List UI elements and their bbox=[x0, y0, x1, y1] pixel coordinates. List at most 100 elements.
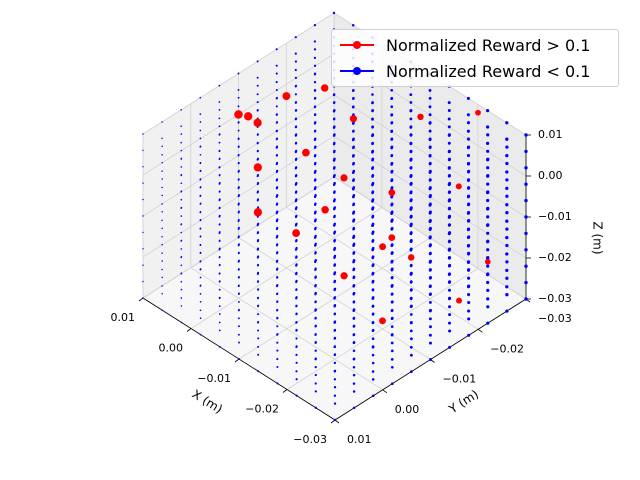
scatter-point-low bbox=[218, 206, 221, 209]
scatter-point-low bbox=[466, 113, 470, 117]
scatter-point-low bbox=[294, 117, 298, 120]
scatter-point-low bbox=[256, 60, 259, 63]
scatter-point-low bbox=[276, 325, 279, 328]
scatter-point-low bbox=[428, 138, 432, 142]
legend: Normalized Reward > 0.1 Normalized Rewar… bbox=[331, 29, 619, 87]
x-tick bbox=[282, 389, 288, 393]
scatter-point-low bbox=[333, 223, 336, 226]
scatter-point-low bbox=[237, 268, 240, 271]
scatter-point-low bbox=[524, 215, 528, 219]
scatter-point-low bbox=[142, 280, 144, 283]
scatter-point-low bbox=[180, 248, 183, 250]
legend-label-low: Normalized Reward < 0.1 bbox=[386, 61, 591, 81]
scatter-point-high bbox=[234, 110, 243, 119]
scatter-point-low bbox=[467, 218, 471, 223]
scatter-point-high bbox=[244, 112, 253, 121]
scatter-point-low bbox=[314, 194, 317, 197]
scatter-point-low bbox=[409, 109, 413, 112]
scatter-point-low bbox=[276, 161, 279, 164]
scatter-point-low bbox=[429, 194, 432, 197]
scatter-point-low bbox=[466, 96, 470, 100]
scatter-point-low bbox=[524, 149, 528, 154]
scatter-point-low bbox=[314, 349, 317, 352]
y-tick-label: 0.00 bbox=[395, 403, 420, 416]
scatter-point-low bbox=[218, 174, 221, 176]
scatter-point-low bbox=[467, 145, 471, 149]
z-axis-label: Z (m) bbox=[591, 221, 605, 254]
y-tick-label: −0.02 bbox=[490, 342, 524, 355]
scatter-point-low bbox=[257, 190, 259, 193]
scatter-point-low bbox=[180, 174, 183, 176]
scatter-point-low bbox=[276, 251, 279, 254]
scatter-point-low bbox=[352, 186, 356, 189]
scatter-point-low bbox=[428, 154, 432, 158]
scatter-point-low bbox=[467, 268, 471, 272]
scatter-point-low bbox=[333, 141, 336, 145]
scatter-point-low bbox=[333, 328, 337, 332]
scatter-point-low bbox=[390, 358, 394, 361]
scatter-point-low bbox=[199, 235, 202, 238]
scatter-point-low bbox=[429, 210, 432, 214]
scatter-point-low bbox=[333, 272, 336, 275]
tick-labels: 0.01 0.01 0.01 0.00 0.00 0.00 −0.01 −0.01 −0.01 −… bbox=[111, 128, 572, 446]
scatter-point-low bbox=[371, 141, 375, 145]
z-tick-label: 0.00 bbox=[538, 169, 563, 182]
scatter-point-low bbox=[142, 182, 144, 184]
scatter-point-low bbox=[333, 149, 336, 153]
scatter-point-low bbox=[313, 72, 317, 75]
scatter-point-low bbox=[238, 308, 240, 311]
scatter-point-low bbox=[142, 231, 144, 234]
scatter-point-high bbox=[302, 148, 310, 157]
y-tick bbox=[478, 328, 483, 333]
legend-item-high: Normalized Reward > 0.1 bbox=[338, 34, 590, 56]
scatter-point-low bbox=[333, 157, 336, 160]
scatter-point-low bbox=[314, 129, 317, 132]
scatter-point-low bbox=[390, 178, 394, 181]
x-tick-label: −0.01 bbox=[197, 372, 231, 385]
scatter-point-low bbox=[238, 243, 240, 246]
scatter-point-low bbox=[257, 304, 260, 307]
scatter-point-low bbox=[371, 353, 375, 357]
scatter-point-low bbox=[409, 329, 413, 333]
scatter-point-low bbox=[410, 370, 413, 373]
scatter-point-low bbox=[275, 113, 278, 116]
scatter-point-low bbox=[295, 157, 298, 160]
scatter-point-low bbox=[390, 341, 394, 345]
scatter-point-low bbox=[467, 300, 471, 305]
scatter-point-low bbox=[276, 210, 279, 213]
scatter-point-low bbox=[314, 406, 317, 409]
scatter-point-low bbox=[390, 145, 394, 149]
scatter-point-low bbox=[333, 305, 336, 308]
scatter-point-low bbox=[390, 251, 394, 254]
scatter-point-low bbox=[371, 297, 375, 300]
scatter-point-low bbox=[257, 321, 260, 323]
scatter-point-low bbox=[352, 300, 356, 303]
scatter-point-low bbox=[275, 137, 279, 140]
scatter-point-low bbox=[524, 231, 528, 236]
scatter-point-low bbox=[390, 113, 394, 116]
scatter-point-low bbox=[390, 382, 394, 386]
scatter-point-low bbox=[486, 215, 490, 219]
scatter-point-low bbox=[257, 157, 259, 160]
scatter-point-low bbox=[142, 248, 144, 250]
scatter-point-low bbox=[237, 284, 240, 287]
scatter-point-low bbox=[390, 316, 394, 320]
scatter-point-low bbox=[486, 133, 490, 137]
scatter-point-low bbox=[142, 264, 144, 266]
scatter-point-low bbox=[199, 317, 202, 320]
scatter-point-low bbox=[429, 325, 432, 329]
scatter-point-low bbox=[199, 211, 202, 213]
scatter-point-low bbox=[390, 105, 394, 109]
scatter-point-low bbox=[333, 280, 336, 284]
scatter-point-low bbox=[486, 321, 490, 325]
scatter-point-low bbox=[352, 105, 355, 108]
scatter-point-low bbox=[237, 145, 240, 148]
scatter-point-low bbox=[505, 194, 509, 198]
scatter-point-low bbox=[275, 153, 279, 157]
scatter-point-low bbox=[218, 166, 221, 168]
scatter-point-low bbox=[486, 223, 490, 227]
scatter-point-low bbox=[352, 129, 355, 133]
scatter-point-low bbox=[161, 161, 163, 164]
scatter-point-low bbox=[505, 285, 509, 289]
scatter-point-low bbox=[333, 206, 336, 210]
